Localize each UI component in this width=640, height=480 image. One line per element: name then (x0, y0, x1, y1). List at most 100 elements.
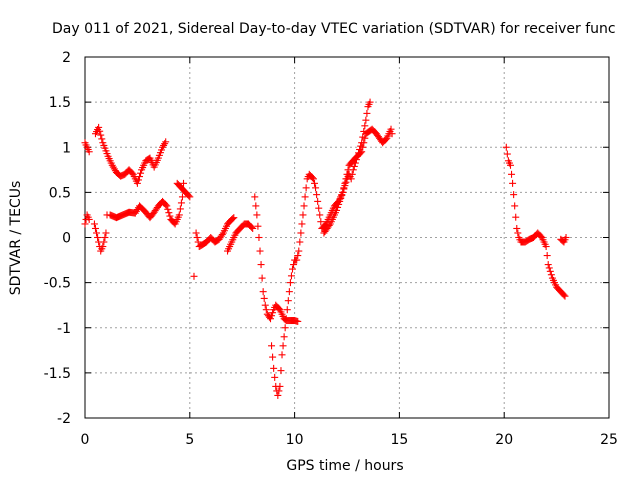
data-point (270, 364, 278, 372)
data-point (560, 291, 568, 299)
data-point (278, 351, 286, 359)
data-point (313, 191, 321, 199)
data-point (362, 116, 370, 124)
data-point (289, 265, 297, 273)
data-point (280, 333, 288, 341)
data-point (361, 122, 369, 130)
data-point (254, 222, 262, 230)
data-point (544, 261, 552, 269)
data-point (360, 139, 368, 147)
data-point (98, 135, 106, 143)
data-point (316, 211, 324, 219)
data-point (268, 342, 276, 350)
data-point (543, 252, 551, 260)
x-tick-label: 20 (495, 432, 513, 448)
data-point (96, 127, 104, 135)
y-tick-label: -1 (57, 321, 71, 337)
data-point (562, 234, 570, 241)
data-point (294, 252, 302, 260)
data-point (309, 175, 317, 183)
data-point (545, 264, 553, 272)
data-point (325, 221, 333, 229)
y-tick-label: -2 (57, 411, 71, 427)
data-point (279, 342, 287, 350)
data-point (266, 315, 274, 323)
data-point (253, 211, 261, 219)
data-point (271, 373, 279, 381)
data-point (261, 301, 269, 309)
data-point (317, 218, 325, 226)
data-point (85, 148, 93, 156)
data-point (341, 179, 349, 187)
data-point (502, 143, 510, 151)
data-point (295, 247, 303, 255)
y-tick-label: 0.5 (49, 185, 71, 201)
data-point (186, 193, 194, 201)
data-point (99, 243, 107, 251)
data-point (164, 205, 172, 213)
data-point (257, 261, 265, 269)
y-tick-label: -0.5 (44, 276, 71, 292)
data-point (251, 193, 259, 201)
data-point (506, 161, 514, 169)
data-point (193, 234, 201, 241)
data-point (94, 234, 102, 241)
data-point (190, 272, 198, 280)
data-point (134, 176, 142, 184)
data-points (81, 98, 570, 399)
data-point (194, 238, 202, 246)
data-point (337, 194, 345, 202)
data-point (350, 162, 358, 170)
data-point (192, 229, 200, 237)
data-point (269, 309, 277, 317)
data-point (260, 294, 268, 302)
data-point (259, 288, 267, 296)
data-point (269, 353, 277, 361)
data-point (281, 324, 289, 332)
data-point (513, 224, 521, 232)
data-point (287, 272, 295, 280)
data-point (275, 387, 283, 395)
data-point (342, 175, 350, 183)
data-point (135, 173, 143, 181)
data-point (542, 243, 550, 251)
data-point (338, 191, 346, 199)
x-tick-label: 25 (600, 432, 618, 448)
x-tick-label: 10 (286, 432, 304, 448)
chart-title: Day 011 of 2021, Sidereal Day-to-day VTE… (52, 21, 616, 37)
data-point (185, 192, 193, 200)
data-point (276, 382, 284, 390)
data-point (93, 229, 101, 237)
data-point (258, 274, 266, 282)
data-point (97, 131, 105, 139)
data-point (340, 184, 348, 192)
data-point (284, 297, 292, 305)
data-point (510, 191, 518, 199)
data-point (180, 179, 188, 187)
data-point (308, 174, 316, 182)
data-point (91, 224, 99, 232)
y-tick-label: -1.5 (44, 366, 71, 382)
data-point (268, 312, 276, 320)
data-point (252, 202, 260, 210)
data-point (339, 188, 347, 196)
data-point (286, 279, 294, 287)
data-point (300, 202, 308, 210)
data-point (546, 267, 554, 275)
data-point (177, 199, 185, 207)
data-point (294, 317, 302, 325)
data-point (277, 367, 285, 375)
data-point (230, 214, 238, 222)
data-point (166, 212, 174, 220)
data-point (290, 261, 298, 269)
data-point (512, 213, 520, 221)
data-point (274, 391, 282, 399)
x-tick-label: 5 (185, 432, 194, 448)
y-tick-label: 1 (62, 140, 71, 156)
data-point (248, 223, 256, 231)
data-point (133, 179, 141, 187)
data-point (387, 125, 395, 133)
data-point (358, 148, 366, 156)
data-point (344, 166, 352, 174)
data-point (100, 238, 108, 246)
